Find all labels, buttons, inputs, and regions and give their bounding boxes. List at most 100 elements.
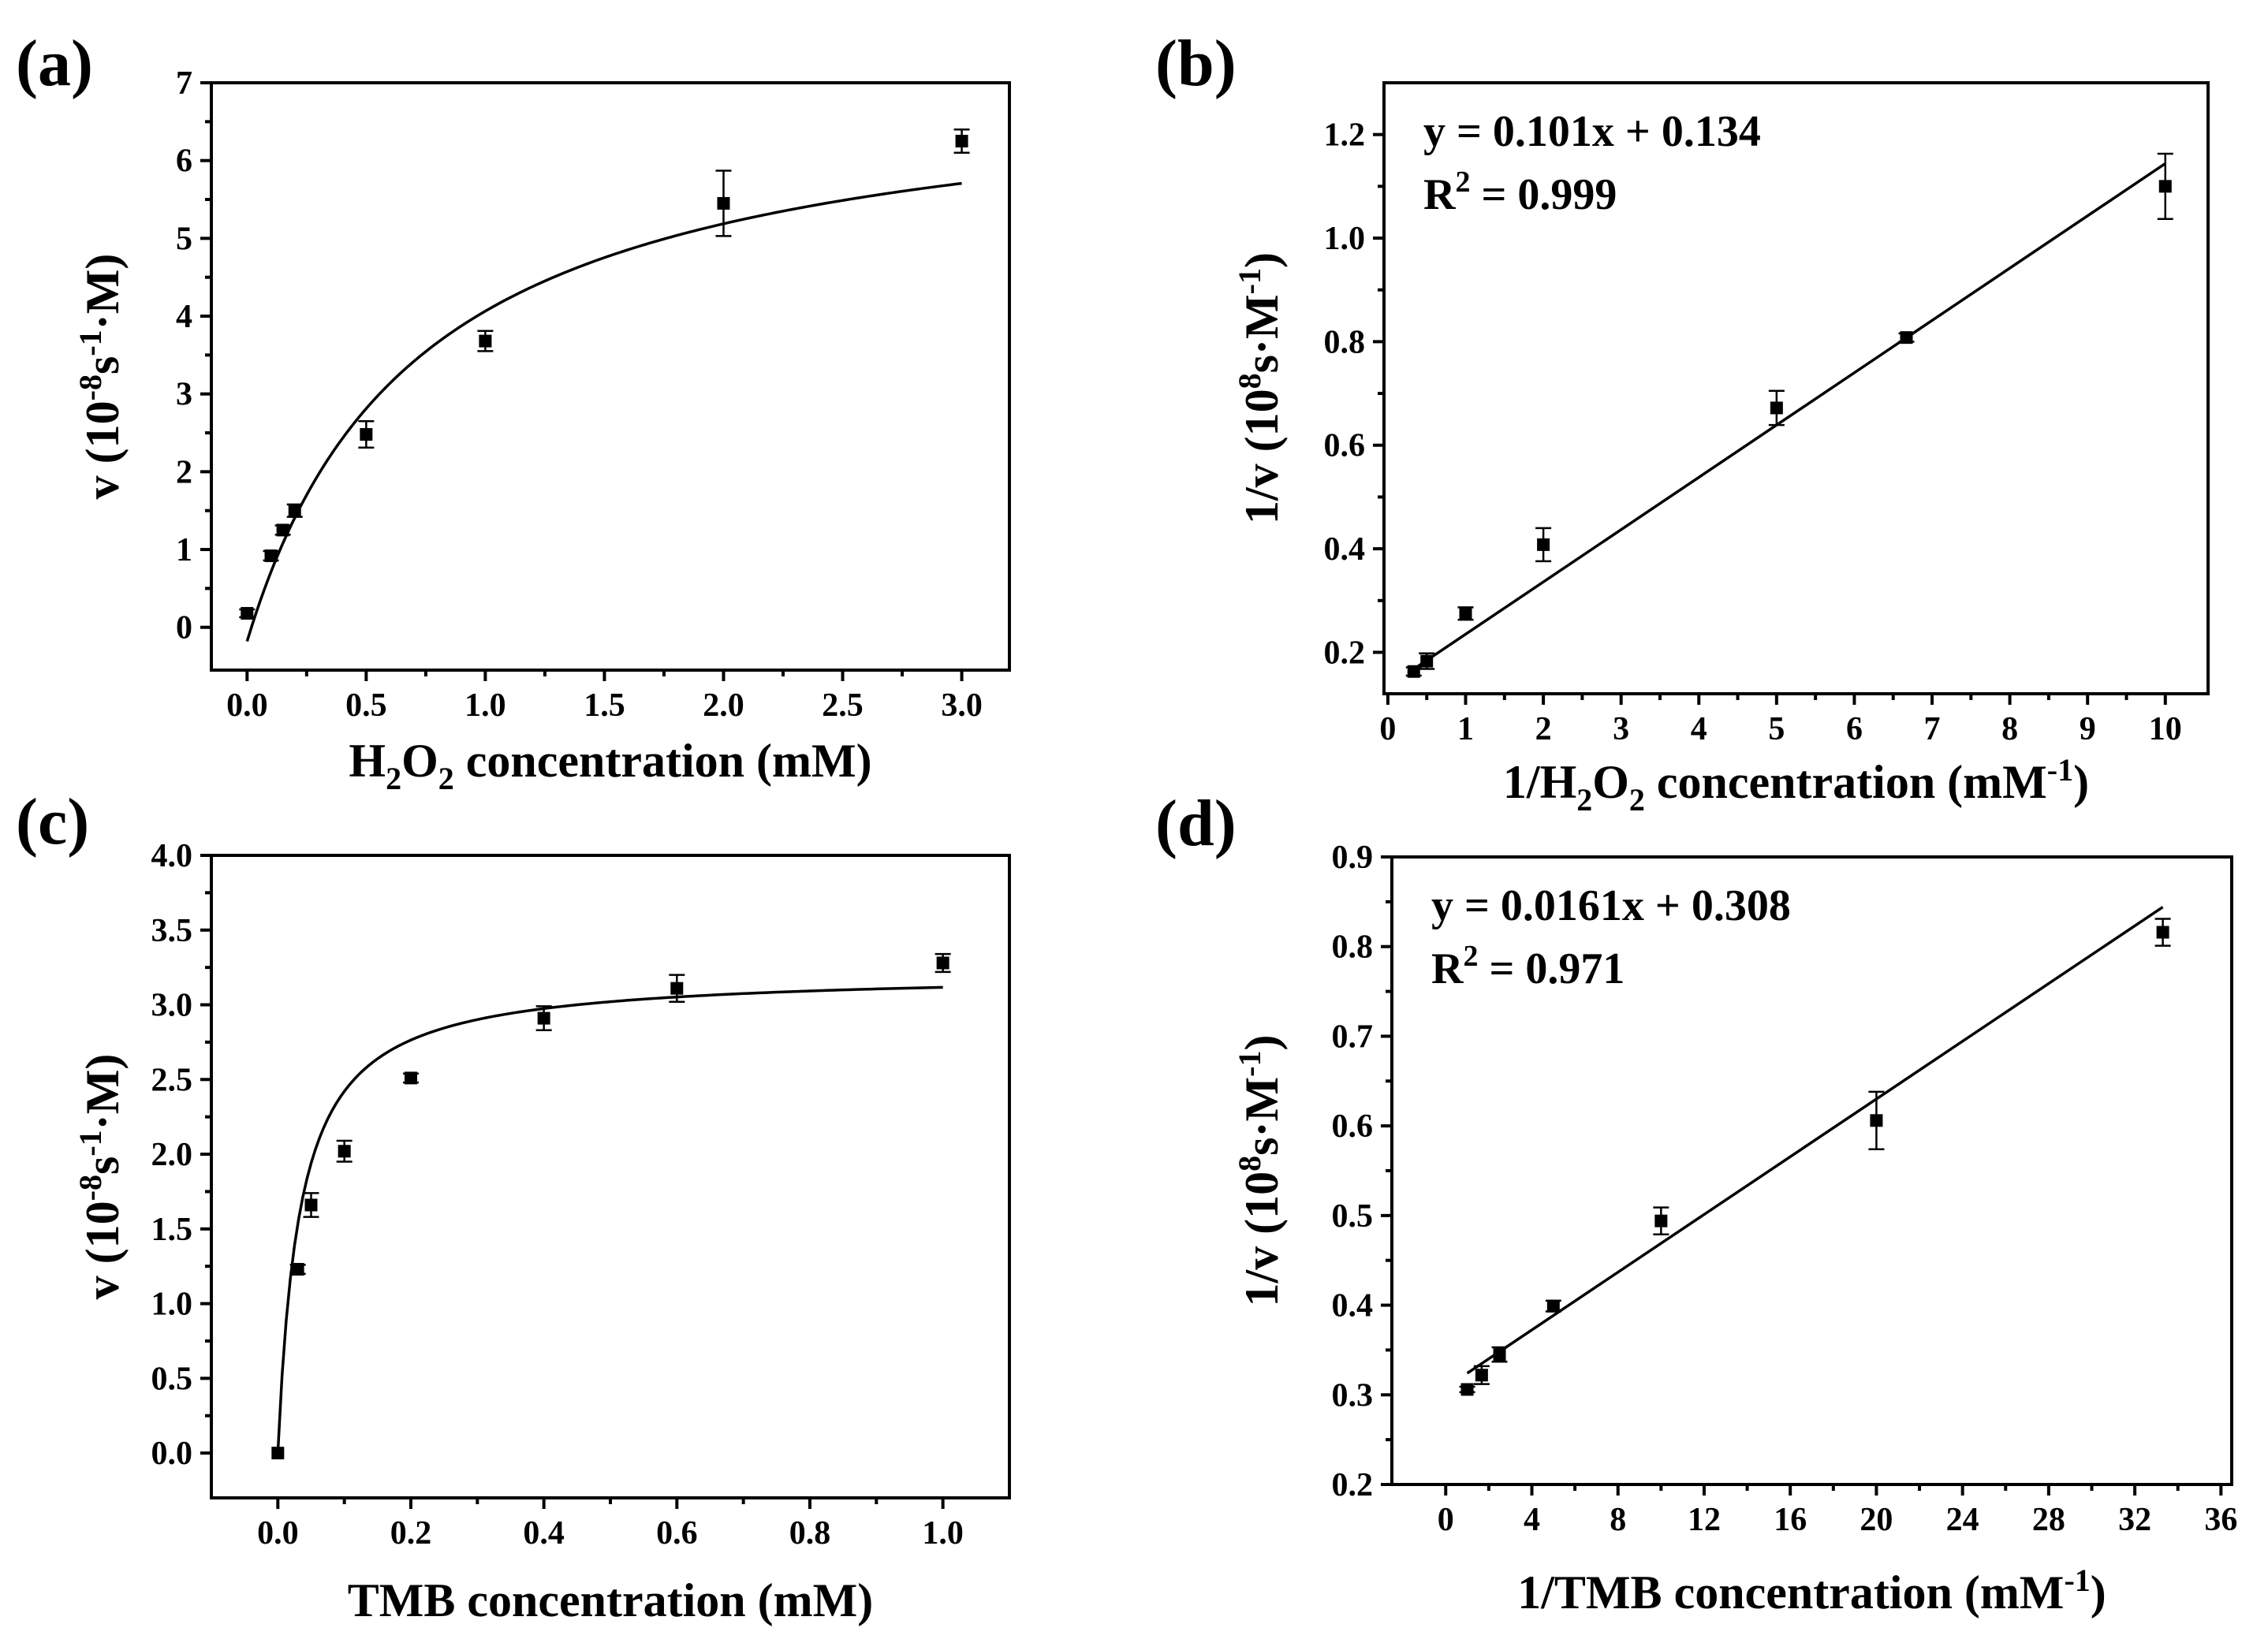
x-tick-label: 3: [1613, 711, 1629, 747]
x-tick-label: 0.6: [656, 1515, 698, 1551]
data-point: [1475, 1369, 1488, 1382]
x-tick-label: 0.2: [390, 1515, 432, 1551]
x-axis-label: H2O2 concentration (mM): [349, 735, 871, 796]
x-tick-label: 1.0: [464, 687, 506, 724]
y-tick-label: 4: [176, 299, 192, 335]
y-axis-label-part: s: [76, 356, 129, 374]
panel-d: (d)0 4 8 12 16 20 24 28 32 360.20.30.40.50.60.70.…: [1155, 787, 2237, 1619]
x-axis-label: TMB concentration (mM): [348, 1574, 874, 1626]
x-axis-label-part: 2: [1629, 782, 1645, 818]
data-point: [2156, 926, 2169, 939]
x-axis-label-part: O: [1592, 756, 1629, 808]
x-axis-label-part: concentration (mM: [1645, 756, 2047, 808]
y-axis-label-part: s: [76, 1157, 129, 1175]
y-axis-label-part: -1: [73, 330, 108, 356]
data-point: [241, 606, 254, 620]
x-tick-label: 6: [1846, 711, 1863, 747]
y-tick-label: 0.6: [1332, 1108, 1374, 1145]
data-point: [1493, 1348, 1506, 1361]
y-tick-label: 3.0: [151, 988, 193, 1024]
y-axis-label: 1/v (108s·M-1): [1232, 252, 1288, 524]
r-squared: R2 = 0.999: [1423, 166, 1617, 219]
r-squared: R2 = 0.971: [1431, 940, 1625, 993]
r-squared-sup: 2: [1455, 166, 1470, 199]
x-axis-label-part: H: [349, 735, 386, 787]
data-point: [360, 428, 373, 441]
y-axis-label-part: -1: [1232, 1051, 1267, 1077]
x-axis-label-part: -1: [2047, 752, 2073, 788]
y-tick-label: 0.5: [1332, 1198, 1374, 1235]
panel-b: (b)0 1 2 3 4 5 6 7 8 9 100.20.40.60.81.01.21/H2O2 …: [1155, 27, 2210, 818]
panel-label-a: (a): [16, 27, 93, 100]
data-point: [670, 982, 684, 995]
y-tick-label: 2: [176, 454, 192, 490]
data-point: [479, 334, 492, 348]
y-tick-label: 1.0: [151, 1287, 193, 1323]
y-tick-label: 0.0: [151, 1436, 193, 1472]
y-axis-label-part: ): [1236, 252, 1288, 268]
y-axis-label-part: 8: [1232, 373, 1267, 389]
fit-curve: [1412, 162, 2166, 671]
r-squared-label: R: [1431, 944, 1464, 993]
y-tick-label: 0: [176, 610, 192, 646]
r-squared-value: = 0.999: [1470, 170, 1617, 219]
y-tick-label: 0.8: [1332, 929, 1374, 966]
x-tick-label: 4: [1691, 711, 1707, 747]
data-point: [405, 1071, 417, 1085]
x-axis-label-part: 2: [386, 761, 401, 796]
x-axis-label-part: O: [401, 735, 438, 787]
x-tick-label: 7: [1924, 711, 1941, 747]
x-tick-label: 5: [1768, 711, 1785, 747]
y-axis-label-part: v (10: [76, 1201, 129, 1299]
y-axis-label-part: -1: [1232, 268, 1267, 294]
y-tick-label: 0.6: [1324, 428, 1366, 464]
data-point: [338, 1145, 351, 1158]
x-tick-label: 20: [1860, 1502, 1893, 1538]
y-axis-label-part: -8: [73, 1175, 108, 1201]
data-point: [276, 523, 289, 537]
panel-c: (c) 0.0 0.2 0.4 0.6 0.8 1.0 0.0 0.5 1.0 1.5 2.0 2.5 3…: [16, 785, 1011, 1626]
data-point: [288, 504, 301, 517]
data-point: [271, 1447, 285, 1460]
x-tick-label: 0: [1438, 1502, 1454, 1538]
y-axis-label-part: v (10: [76, 400, 129, 499]
x-tick-label: 4: [1524, 1502, 1540, 1538]
y-tick-label: 2.5: [151, 1062, 193, 1098]
fit-curve: [1466, 906, 2164, 1375]
x-tick-label: 9: [2080, 711, 2096, 747]
y-tick-label: 1.2: [1324, 117, 1366, 154]
y-axis-label-part: ): [1236, 1035, 1288, 1051]
data-point: [1770, 401, 1783, 415]
r-squared-label: R: [1423, 170, 1456, 219]
y-tick-label: 3: [176, 377, 192, 413]
data-point: [1537, 538, 1550, 551]
data-point: [1900, 331, 1913, 345]
data-point: [1654, 1214, 1668, 1227]
data-point: [304, 1198, 318, 1212]
y-tick-label: 3.5: [151, 913, 193, 949]
y-axis-label: v (10-8s-1·M): [73, 1054, 129, 1300]
x-tick-label: 10: [2149, 711, 2182, 747]
y-tick-label: 4.0: [151, 838, 193, 874]
x-axis-label-part: concentration (mM): [454, 735, 872, 787]
x-axis-label-part: 2: [438, 761, 454, 796]
x-tick-label: 1.5: [584, 687, 625, 724]
data-point: [717, 196, 730, 210]
axis-frame: [210, 81, 1011, 672]
panel-label-d: (d): [1155, 787, 1237, 860]
x-axis-label-part: 1/H: [1503, 756, 1576, 808]
y-tick-label: 1.5: [151, 1212, 193, 1248]
y-axis-label-part: -8: [73, 374, 108, 400]
x-tick-label: 32: [2118, 1502, 2151, 1538]
x-tick-label: 8: [2001, 711, 2018, 747]
y-tick-label: 2.0: [151, 1137, 193, 1173]
x-axis-label-part: -1: [2064, 1563, 2090, 1598]
x-tick-label: 36: [2204, 1502, 2237, 1538]
x-axis-label-part: 2: [1576, 782, 1592, 818]
x-tick-label: 2: [1535, 711, 1552, 747]
y-tick-label: 1: [176, 532, 192, 568]
r-squared-sup: 2: [1463, 940, 1478, 973]
data-point: [1870, 1114, 1883, 1127]
x-axis-label-part: TMB concentration (mM): [348, 1574, 874, 1626]
y-tick-label: 0.4: [1324, 531, 1366, 568]
